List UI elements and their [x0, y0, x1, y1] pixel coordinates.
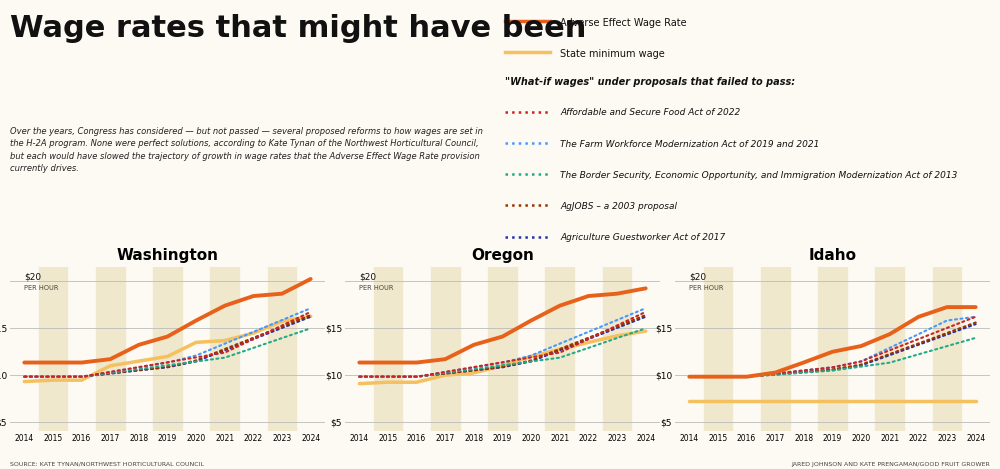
Text: Adverse Effect Wage Rate: Adverse Effect Wage Rate	[560, 17, 687, 28]
Bar	[96, 267, 125, 431]
Title: Idaho: Idaho	[808, 249, 856, 264]
Bar	[431, 267, 460, 431]
Text: The Farm Workforce Modernization Act of 2019 and 2021: The Farm Workforce Modernization Act of …	[560, 140, 819, 149]
Text: State minimum wage: State minimum wage	[560, 49, 665, 59]
Bar	[818, 267, 847, 431]
Bar	[933, 267, 961, 431]
Text: JARED JOHNSON AND KATE PRENGAMAN/GOOD FRUIT GROWER: JARED JOHNSON AND KATE PRENGAMAN/GOOD FR…	[791, 461, 990, 467]
Bar	[153, 267, 182, 431]
Title: Washington: Washington	[116, 249, 218, 264]
Text: "What-if wages" under proposals that failed to pass:: "What-if wages" under proposals that fai…	[505, 77, 795, 87]
Bar	[488, 267, 517, 431]
Text: The Border Security, Economic Opportunity, and Immigration Modernization Act of : The Border Security, Economic Opportunit…	[560, 171, 957, 180]
Bar	[268, 267, 296, 431]
Text: PER HOUR: PER HOUR	[359, 285, 394, 291]
Bar	[210, 267, 239, 431]
Text: PER HOUR: PER HOUR	[689, 285, 724, 291]
Bar	[374, 267, 402, 431]
Bar	[875, 267, 904, 431]
Title: Oregon: Oregon	[471, 249, 534, 264]
Bar	[603, 267, 631, 431]
Text: Affordable and Secure Food Act of 2022: Affordable and Secure Food Act of 2022	[560, 108, 740, 117]
Text: Agriculture Guestworker Act of 2017: Agriculture Guestworker Act of 2017	[560, 234, 725, 242]
Bar	[545, 267, 574, 431]
Text: $20: $20	[689, 272, 706, 281]
Text: SOURCE: KATE TYNAN/NORTHWEST HORTICULTURAL COUNCIL: SOURCE: KATE TYNAN/NORTHWEST HORTICULTUR…	[10, 461, 204, 467]
Text: Over the years, Congress has considered — but not passed — several proposed refo: Over the years, Congress has considered …	[10, 127, 483, 173]
Bar	[39, 267, 67, 431]
Text: AgJOBS – a 2003 proposal: AgJOBS – a 2003 proposal	[560, 202, 677, 211]
Text: $20: $20	[24, 272, 41, 281]
Text: PER HOUR: PER HOUR	[24, 285, 59, 291]
Text: Wage rates that might have been: Wage rates that might have been	[10, 14, 586, 43]
Text: $20: $20	[359, 272, 376, 281]
Bar	[704, 267, 732, 431]
Bar	[761, 267, 790, 431]
